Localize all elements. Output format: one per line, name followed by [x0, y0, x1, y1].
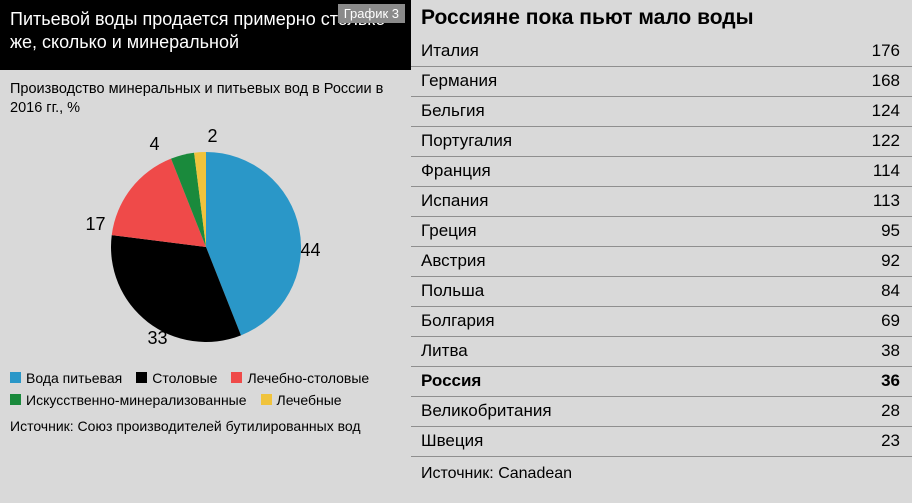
legend-label: Столовые [152, 370, 217, 386]
legend-label: Вода питьевая [26, 370, 122, 386]
pie-svg [76, 132, 336, 362]
pie-value-label: 33 [148, 328, 168, 349]
cell-country: Болгария [411, 306, 822, 336]
cell-country: Греция [411, 216, 822, 246]
source-right: Источник: Canadean [411, 457, 912, 483]
legend-swatch [10, 394, 21, 405]
legend-item: Искусственно-минерализованные [10, 392, 247, 408]
legend-swatch [10, 372, 21, 383]
cell-value: 28 [822, 396, 912, 426]
cell-country: Великобритания [411, 396, 822, 426]
cell-country: Россия [411, 366, 822, 396]
cell-country: Швеция [411, 426, 822, 456]
left-subtitle: Производство минеральных и питьевых вод … [10, 80, 401, 118]
cell-value: 113 [822, 186, 912, 216]
right-panel: Россияне пока пьют мало воды Италия176Ге… [411, 0, 912, 503]
cell-value: 95 [822, 216, 912, 246]
cell-country: Польша [411, 276, 822, 306]
pie-value-label: 2 [208, 126, 218, 147]
table-row: Испания113 [411, 186, 912, 216]
chart-tag: График 3 [338, 4, 405, 23]
country-table: Италия176Германия168Бельгия124Португалия… [411, 36, 912, 457]
left-panel: График 3 Питьевой воды продается примерн… [0, 0, 411, 503]
table-row: Италия176 [411, 36, 912, 66]
legend-label: Лечебные [277, 392, 342, 408]
cell-country: Италия [411, 36, 822, 66]
pie-value-label: 4 [150, 134, 160, 155]
table-row: Литва38 [411, 336, 912, 366]
cell-country: Литва [411, 336, 822, 366]
legend-swatch [136, 372, 147, 383]
legend-item: Вода питьевая [10, 370, 122, 386]
legend-item: Лечебные [261, 392, 342, 408]
right-title: Россияне пока пьют мало воды [411, 0, 912, 36]
left-body: Производство минеральных и питьевых вод … [0, 70, 411, 503]
table-row: Великобритания28 [411, 396, 912, 426]
cell-value: 124 [822, 96, 912, 126]
table-row: Греция95 [411, 216, 912, 246]
cell-value: 176 [822, 36, 912, 66]
cell-country: Португалия [411, 126, 822, 156]
table-row: Австрия92 [411, 246, 912, 276]
legend-label: Лечебно-столовые [247, 370, 369, 386]
legend-label: Искусственно-минерализованные [26, 392, 247, 408]
table-row: Португалия122 [411, 126, 912, 156]
pie-value-label: 44 [301, 240, 321, 261]
legend: Вода питьевая Столовые Лечебно-столовыеИск… [10, 370, 401, 408]
table-row: Германия168 [411, 66, 912, 96]
cell-value: 84 [822, 276, 912, 306]
table-row: Франция114 [411, 156, 912, 186]
table-row: Бельгия124 [411, 96, 912, 126]
cell-value: 92 [822, 246, 912, 276]
table-row: Швеция23 [411, 426, 912, 456]
cell-country: Франция [411, 156, 822, 186]
left-header: График 3 Питьевой воды продается примерн… [0, 0, 411, 70]
pie-chart: 44331742 [76, 132, 336, 362]
legend-swatch [231, 372, 242, 383]
source-left: Источник: Союз производителей бутилирова… [10, 418, 401, 434]
table-row: Болгария69 [411, 306, 912, 336]
legend-item: Лечебно-столовые [231, 370, 369, 386]
table-row: Польша84 [411, 276, 912, 306]
cell-value: 38 [822, 336, 912, 366]
pie-value-label: 17 [86, 214, 106, 235]
cell-value: 122 [822, 126, 912, 156]
cell-value: 114 [822, 156, 912, 186]
cell-value: 168 [822, 66, 912, 96]
cell-country: Австрия [411, 246, 822, 276]
table-row: Россия36 [411, 366, 912, 396]
cell-value: 23 [822, 426, 912, 456]
cell-country: Германия [411, 66, 822, 96]
cell-country: Испания [411, 186, 822, 216]
cell-value: 69 [822, 306, 912, 336]
cell-value: 36 [822, 366, 912, 396]
cell-country: Бельгия [411, 96, 822, 126]
legend-item: Столовые [136, 370, 217, 386]
legend-swatch [261, 394, 272, 405]
